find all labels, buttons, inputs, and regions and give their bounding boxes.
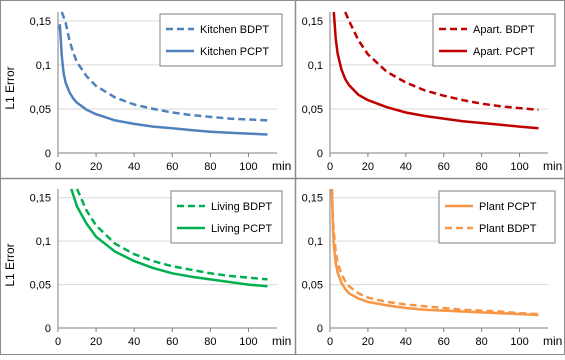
series-line-living-bdpt bbox=[75, 188, 268, 281]
x-tick-label: 20 bbox=[90, 336, 102, 348]
x-tick-label: 40 bbox=[400, 161, 412, 173]
y-tick-label: 0,15 bbox=[302, 16, 323, 28]
panel-living: 0 0,05 0,1 0,15 0 20 40 60 80 100 min Living BDPT Li… bbox=[30, 188, 291, 348]
x-tick-label: 100 bbox=[510, 336, 528, 348]
x-tick-label: 80 bbox=[476, 336, 488, 348]
legend-label: Apart. BDPT bbox=[473, 24, 535, 36]
x-axis-unit: min bbox=[543, 334, 562, 348]
x-tick-label: 80 bbox=[204, 336, 216, 348]
x-axis-unit: min bbox=[272, 334, 291, 348]
x-tick-label: 80 bbox=[476, 161, 488, 173]
x-tick-label: 100 bbox=[239, 336, 257, 348]
x-tick-label: 40 bbox=[128, 336, 140, 348]
series-line-apart-pcpt bbox=[332, 11, 539, 130]
x-tick-label: 60 bbox=[166, 161, 178, 173]
y-tick-label: 0,05 bbox=[30, 104, 51, 116]
legend-box bbox=[438, 190, 556, 244]
legend-label: Apart. PCPT bbox=[473, 46, 535, 58]
x-tick-label: 0 bbox=[327, 336, 333, 348]
x-tick-label: 40 bbox=[400, 336, 412, 348]
x-tick-label: 60 bbox=[438, 336, 450, 348]
x-tick-label: 0 bbox=[55, 161, 61, 173]
y-tick-label: 0,15 bbox=[30, 16, 51, 28]
x-tick-label: 0 bbox=[327, 161, 333, 173]
y-tick-label: 0,1 bbox=[308, 236, 323, 248]
y-tick-label: 0,1 bbox=[36, 60, 51, 72]
legend-label: Plant BDPT bbox=[479, 223, 537, 235]
legend-label: Kitchen BDPT bbox=[200, 24, 269, 36]
x-tick-label: 60 bbox=[438, 161, 450, 173]
panel-plant: 0 0,05 0,1 0,15 0 20 40 60 80 100 min Plant PCPT Pla… bbox=[302, 188, 562, 348]
x-tick-label: 100 bbox=[239, 161, 257, 173]
legend-label: Kitchen PCPT bbox=[200, 46, 269, 58]
series-line-plant-pcpt bbox=[330, 188, 539, 317]
series-line-apart-bdpt bbox=[344, 11, 539, 112]
panel-kitchen: 0 0,05 0,1 0,15 0 20 40 60 80 100 min Kitchen BDPT K… bbox=[30, 11, 291, 173]
y-axis-title-top: L1 Error bbox=[3, 66, 17, 109]
panel-apartment: 0 0,05 0,1 0,15 0 20 40 60 80 100 min Apart. BDPT Ap… bbox=[302, 11, 562, 173]
x-tick-label: 20 bbox=[90, 161, 102, 173]
legend-box bbox=[432, 13, 556, 67]
y-tick-label: 0,05 bbox=[302, 104, 323, 116]
legend-box bbox=[159, 13, 283, 67]
x-tick-label: 0 bbox=[55, 336, 61, 348]
y-tick-label: 0,05 bbox=[302, 280, 323, 292]
y-tick-label: 0,05 bbox=[30, 280, 51, 292]
y-axis-title-bottom: L1 Error bbox=[3, 243, 17, 286]
x-axis-unit: min bbox=[272, 159, 291, 173]
legend-box bbox=[170, 190, 283, 244]
x-tick-label: 100 bbox=[510, 161, 528, 173]
x-tick-label: 20 bbox=[362, 161, 374, 173]
y-tick-label: 0,15 bbox=[302, 193, 323, 205]
y-tick-label: 0 bbox=[45, 148, 51, 160]
x-axis-unit: min bbox=[543, 159, 562, 173]
y-tick-label: 0 bbox=[317, 323, 323, 335]
y-tick-label: 0 bbox=[45, 323, 51, 335]
legend-label: Living PCPT bbox=[211, 223, 272, 235]
x-tick-label: 20 bbox=[362, 336, 374, 348]
legend-label: Plant PCPT bbox=[479, 201, 537, 213]
series-line-plant-bdpt bbox=[330, 188, 539, 316]
series-line-kitchen-pcpt bbox=[58, 23, 268, 136]
y-tick-label: 0,15 bbox=[30, 193, 51, 205]
y-tick-label: 0,1 bbox=[36, 236, 51, 248]
series-line-kitchen-bdpt bbox=[60, 11, 268, 122]
x-tick-label: 60 bbox=[166, 336, 178, 348]
x-tick-label: 40 bbox=[128, 161, 140, 173]
y-tick-label: 0,1 bbox=[308, 60, 323, 72]
y-tick-label: 0 bbox=[317, 148, 323, 160]
legend-label: Living BDPT bbox=[211, 201, 272, 213]
series-line-living-pcpt bbox=[70, 188, 268, 288]
x-tick-label: 80 bbox=[204, 161, 216, 173]
